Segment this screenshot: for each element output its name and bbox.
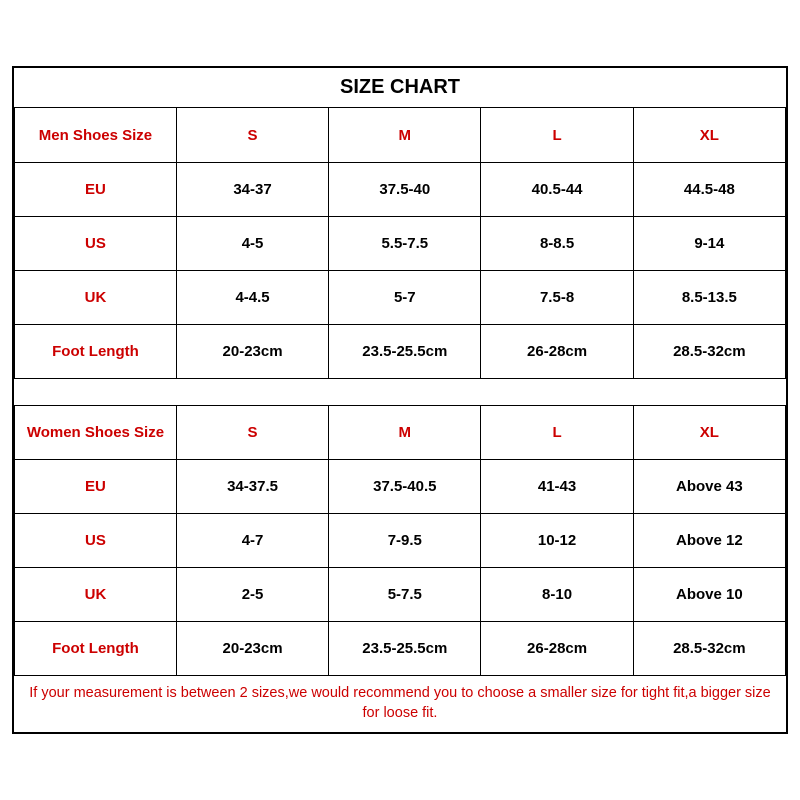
men-size-m: M [329, 108, 481, 162]
women-size-xl: XL [633, 405, 785, 459]
men-uk-s: 4-4.5 [176, 270, 328, 324]
women-size-l: L [481, 405, 633, 459]
men-foot-l: 26-28cm [481, 324, 633, 378]
chart-title: SIZE CHART [14, 68, 786, 108]
women-uk-l: 8-10 [481, 567, 633, 621]
men-eu-xl: 44.5-48 [633, 162, 785, 216]
men-row-label-uk: UK [15, 270, 177, 324]
men-table: Men Shoes Size S M L XL EU 34-37 37.5-40… [14, 108, 786, 379]
women-row-label-eu: EU [15, 459, 177, 513]
men-foot-m: 23.5-25.5cm [329, 324, 481, 378]
women-eu-l: 41-43 [481, 459, 633, 513]
table-row: UK 2-5 5-7.5 8-10 Above 10 [15, 567, 786, 621]
table-row: Foot Length 20-23cm 23.5-25.5cm 26-28cm … [15, 324, 786, 378]
women-table: Women Shoes Size S M L XL EU 34-37.5 37.… [14, 405, 786, 676]
men-us-s: 4-5 [176, 216, 328, 270]
women-header-row: Women Shoes Size S M L XL [15, 405, 786, 459]
women-uk-xl: Above 10 [633, 567, 785, 621]
women-foot-m: 23.5-25.5cm [329, 621, 481, 675]
women-header-label: Women Shoes Size [15, 405, 177, 459]
men-header-row: Men Shoes Size S M L XL [15, 108, 786, 162]
men-size-s: S [176, 108, 328, 162]
women-us-s: 4-7 [176, 513, 328, 567]
women-eu-s: 34-37.5 [176, 459, 328, 513]
women-uk-m: 5-7.5 [329, 567, 481, 621]
men-foot-s: 20-23cm [176, 324, 328, 378]
men-eu-s: 34-37 [176, 162, 328, 216]
women-eu-xl: Above 43 [633, 459, 785, 513]
women-row-label-foot: Foot Length [15, 621, 177, 675]
women-size-s: S [176, 405, 328, 459]
men-row-label-eu: EU [15, 162, 177, 216]
women-foot-l: 26-28cm [481, 621, 633, 675]
men-uk-m: 5-7 [329, 270, 481, 324]
men-size-xl: XL [633, 108, 785, 162]
table-row: UK 4-4.5 5-7 7.5-8 8.5-13.5 [15, 270, 786, 324]
women-foot-xl: 28.5-32cm [633, 621, 785, 675]
women-us-m: 7-9.5 [329, 513, 481, 567]
women-foot-s: 20-23cm [176, 621, 328, 675]
women-size-m: M [329, 405, 481, 459]
men-eu-m: 37.5-40 [329, 162, 481, 216]
women-row-label-uk: UK [15, 567, 177, 621]
women-uk-s: 2-5 [176, 567, 328, 621]
table-row: EU 34-37.5 37.5-40.5 41-43 Above 43 [15, 459, 786, 513]
men-size-l: L [481, 108, 633, 162]
men-us-m: 5.5-7.5 [329, 216, 481, 270]
tables-container: Men Shoes Size S M L XL EU 34-37 37.5-40… [14, 108, 786, 675]
table-row: Foot Length 20-23cm 23.5-25.5cm 26-28cm … [15, 621, 786, 675]
size-chart: SIZE CHART Men Shoes Size S M L XL EU 34… [12, 66, 788, 733]
women-us-xl: Above 12 [633, 513, 785, 567]
men-eu-l: 40.5-44 [481, 162, 633, 216]
men-uk-xl: 8.5-13.5 [633, 270, 785, 324]
men-us-xl: 9-14 [633, 216, 785, 270]
men-header-label: Men Shoes Size [15, 108, 177, 162]
table-gap [14, 379, 786, 405]
men-uk-l: 7.5-8 [481, 270, 633, 324]
table-row: US 4-7 7-9.5 10-12 Above 12 [15, 513, 786, 567]
men-row-label-us: US [15, 216, 177, 270]
footer-note: If your measurement is between 2 sizes,w… [14, 675, 786, 731]
men-foot-xl: 28.5-32cm [633, 324, 785, 378]
table-row: EU 34-37 37.5-40 40.5-44 44.5-48 [15, 162, 786, 216]
women-eu-m: 37.5-40.5 [329, 459, 481, 513]
men-row-label-foot: Foot Length [15, 324, 177, 378]
women-row-label-us: US [15, 513, 177, 567]
table-row: US 4-5 5.5-7.5 8-8.5 9-14 [15, 216, 786, 270]
men-us-l: 8-8.5 [481, 216, 633, 270]
women-us-l: 10-12 [481, 513, 633, 567]
